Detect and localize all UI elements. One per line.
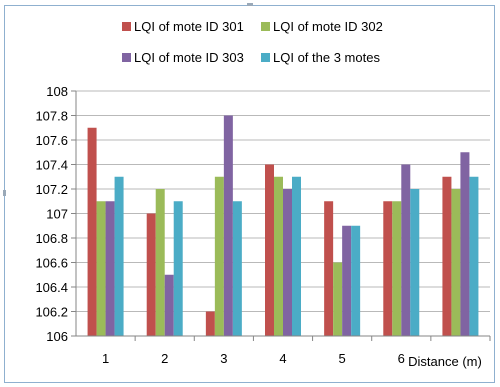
bar bbox=[292, 176, 301, 336]
y-tick-label: 107.8 bbox=[35, 109, 68, 124]
legend-swatch bbox=[261, 22, 270, 31]
x-tick-label: 3 bbox=[220, 351, 227, 366]
y-tick-label: 107.6 bbox=[35, 133, 68, 148]
bar bbox=[155, 189, 165, 336]
legend-label: LQI of mote ID 303 bbox=[134, 50, 244, 65]
y-tick-label: 106.4 bbox=[35, 280, 68, 295]
bar bbox=[460, 152, 470, 336]
y-tick-label: 107 bbox=[46, 207, 68, 222]
bar bbox=[105, 201, 115, 336]
legend-label: LQI of the 3 motes bbox=[273, 50, 380, 65]
bar bbox=[223, 115, 233, 336]
resize-handle-left[interactable] bbox=[3, 190, 6, 196]
legend: LQI of mote ID 301 LQI of mote ID 302 LQI … bbox=[122, 19, 383, 65]
y-tick-label: 106.6 bbox=[35, 256, 68, 271]
x-tick-label: 2 bbox=[161, 351, 168, 366]
bar bbox=[214, 176, 224, 336]
bar bbox=[342, 225, 352, 336]
bar bbox=[333, 262, 343, 336]
bar bbox=[173, 201, 183, 336]
bar bbox=[442, 176, 452, 336]
legend-swatch bbox=[261, 53, 270, 62]
y-tick-label: 106.8 bbox=[35, 231, 68, 246]
bar bbox=[146, 213, 156, 336]
bar bbox=[283, 189, 292, 336]
bar bbox=[451, 189, 461, 336]
x-tick-label: 4 bbox=[279, 351, 286, 366]
legend-swatch bbox=[122, 53, 131, 62]
bar bbox=[164, 274, 174, 336]
bar bbox=[351, 225, 361, 336]
x-tick-label: 5 bbox=[339, 351, 346, 366]
axes bbox=[75, 91, 490, 337]
bar bbox=[392, 201, 402, 336]
y-tick-label: 106 bbox=[46, 329, 68, 344]
x-tick-label: 6 bbox=[398, 351, 405, 366]
bar bbox=[96, 201, 106, 336]
y-tick-labels: 106 106.2 106.4 106.6 106.8 107 107.2 107.4 107.… bbox=[35, 84, 68, 344]
bar bbox=[324, 201, 334, 336]
bar bbox=[383, 201, 393, 336]
y-tick-label: 108 bbox=[46, 84, 68, 99]
bar bbox=[274, 176, 283, 336]
y-tick-label: 106.2 bbox=[35, 305, 68, 320]
bar bbox=[114, 176, 124, 336]
bar bbox=[232, 201, 242, 336]
resize-handle-top[interactable] bbox=[247, 3, 253, 6]
bar bbox=[401, 164, 411, 336]
bar bbox=[265, 164, 274, 336]
bars bbox=[87, 115, 479, 336]
y-tick-label: 107.4 bbox=[35, 158, 68, 173]
x-tick-labels: 1 2 3 4 5 6 bbox=[102, 336, 491, 366]
legend-label: LQI of mote ID 301 bbox=[134, 19, 244, 34]
legend-swatch bbox=[122, 22, 131, 31]
bar bbox=[87, 127, 97, 336]
x-axis-label: Distance (m) bbox=[408, 354, 482, 369]
bar bbox=[469, 176, 479, 336]
x-tick-label: 1 bbox=[102, 351, 109, 366]
y-tick-label: 107.2 bbox=[35, 182, 68, 197]
bar bbox=[205, 311, 215, 336]
bar bbox=[410, 189, 420, 336]
legend-label: LQI of mote ID 302 bbox=[273, 19, 383, 34]
